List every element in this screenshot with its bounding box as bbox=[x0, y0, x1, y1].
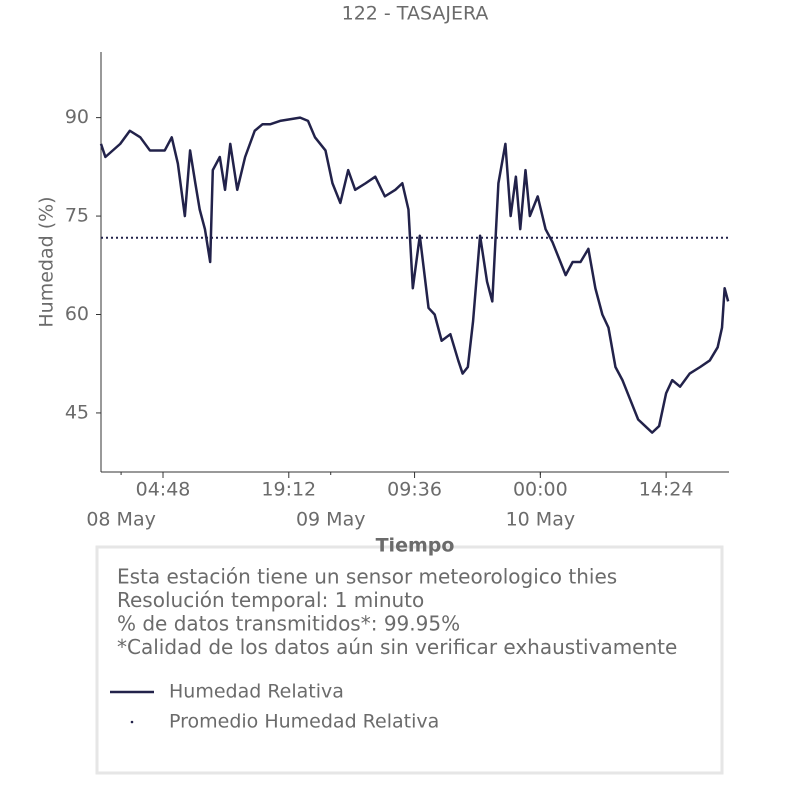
info-note: Esta estación tiene un sensor meteorolog… bbox=[117, 565, 617, 589]
x-date-label: 09 May bbox=[296, 509, 366, 531]
y-tick-label: 45 bbox=[65, 401, 89, 423]
humidity-line bbox=[99, 116, 730, 434]
x-tick-label: 14:24 bbox=[639, 479, 694, 501]
x-tick-label: 09:36 bbox=[387, 479, 442, 501]
y-axis-label: Humedad (%) bbox=[36, 196, 58, 327]
x-date-label: 08 May bbox=[86, 509, 156, 531]
info-note: % de datos transmitidos*: 99.95% bbox=[117, 612, 460, 636]
y-tick-label: 90 bbox=[65, 106, 89, 128]
info-note: Resolución temporal: 1 minuto bbox=[117, 588, 424, 612]
chart-title: 122 - TASAJERA bbox=[342, 3, 489, 25]
legend-label: Humedad Relativa bbox=[169, 681, 344, 703]
legend-dot-swatch bbox=[130, 720, 134, 724]
x-axis-label: Tiempo bbox=[376, 535, 455, 557]
x-tick-label: 00:00 bbox=[513, 479, 568, 501]
x-tick-label: 19:12 bbox=[261, 479, 316, 501]
info-note: *Calidad de los datos aún sin verificar … bbox=[117, 635, 677, 659]
legend-box bbox=[95, 545, 724, 775]
x-date-label: 10 May bbox=[506, 509, 576, 531]
y-tick-label: 60 bbox=[65, 303, 89, 325]
y-tick-label: 75 bbox=[65, 205, 89, 227]
x-tick-label: 04:48 bbox=[136, 479, 191, 501]
legend-label: Promedio Humedad Relativa bbox=[169, 711, 439, 733]
